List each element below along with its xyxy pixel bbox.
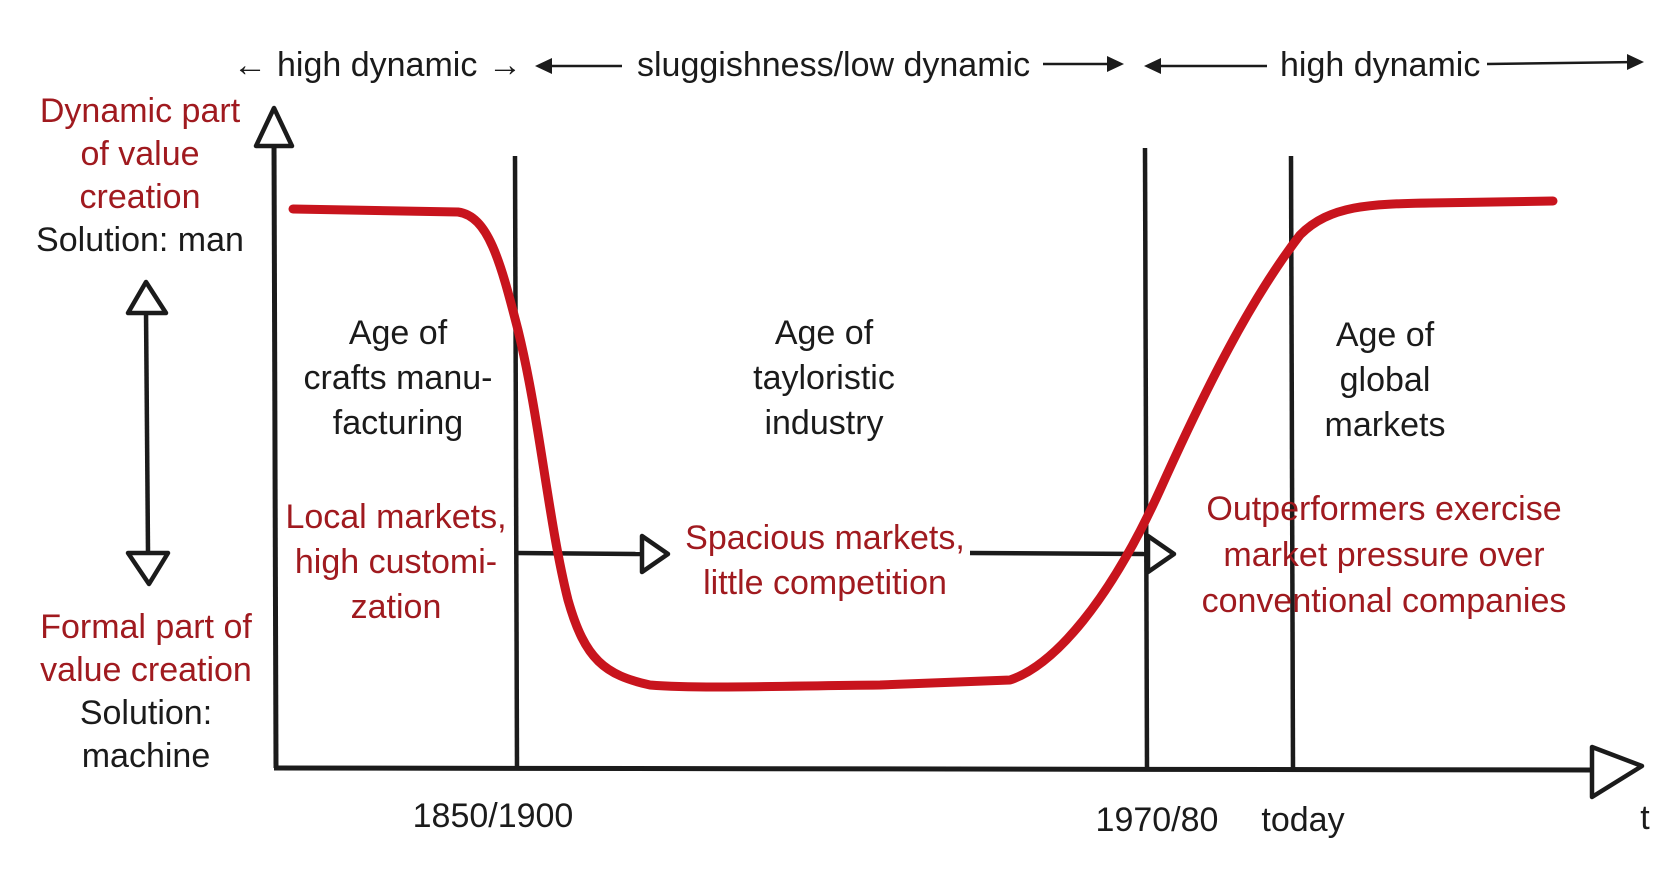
double-arrow-head-down: [125, 550, 171, 587]
x-axis-line: [273, 765, 1595, 773]
y-top-solution: Solution: man: [36, 221, 244, 259]
x-axis: [273, 744, 1645, 800]
age-global-line-1: Age of: [1336, 316, 1435, 354]
markets-spacious-line-2: little competition: [703, 564, 947, 602]
age-crafts-line-2: crafts manu-: [304, 359, 493, 397]
y-axis-bottom-label: Formal part of value creation Solution: …: [40, 608, 252, 775]
value-creation-curve: [288, 196, 1558, 692]
tick-today: today: [1261, 801, 1344, 839]
phase-middle-label: sluggishness/low dynamic: [637, 46, 1030, 84]
age-global-line-2: global: [1340, 361, 1431, 399]
phase-right-arrowhead-right: [1627, 54, 1644, 70]
phase-right-arrow-right: [1486, 60, 1639, 66]
markets-local-line-1: Local markets,: [285, 498, 506, 536]
x-axis-variable: t: [1640, 799, 1650, 837]
y-axis: [253, 105, 295, 769]
y-top-line-1: Dynamic part: [40, 92, 241, 130]
phase-middle-arrowhead-right: [1107, 56, 1124, 72]
markets-outperformers-line-3: conventional companies: [1202, 582, 1567, 620]
x-axis-arrowhead: [1589, 744, 1645, 800]
y-axis-arrowhead: [253, 105, 295, 149]
age-crafts-line-3: facturing: [333, 404, 463, 442]
tick-1850-1900: 1850/1900: [413, 797, 574, 835]
y-top-line-3: creation: [80, 178, 201, 216]
double-arrow-head-up: [125, 279, 169, 316]
y-bottom-line-1: Formal part of: [40, 608, 252, 646]
y-axis-top-label: Dynamic part of value creation Solution:…: [36, 92, 244, 259]
markets-outperformers-line-2: market pressure over: [1223, 536, 1544, 574]
age-global-line-3: markets: [1325, 406, 1446, 444]
phase-right-label: high dynamic: [1280, 46, 1480, 84]
markets-spacious: Spacious markets, little competition: [685, 519, 965, 602]
markets-outperformers-line-1: Outperformers exercise: [1206, 490, 1561, 528]
phase-header: ← high dynamic → sluggishness/low dynami…: [233, 46, 1644, 84]
y-bottom-solution-1: Solution:: [80, 694, 212, 732]
age-tayloristic-line-3: industry: [764, 404, 883, 442]
spacious-to-outperformers-arrow: [969, 550, 1149, 557]
y-axis-line: [271, 139, 279, 769]
markets-spacious-line-1: Spacious markets,: [685, 519, 965, 557]
dynamic-formal-arrow: [125, 279, 171, 587]
age-crafts-line-1: Age of: [349, 314, 448, 352]
markets-local-line-2: high customi-: [295, 543, 497, 581]
markets-local: Local markets, high customi- zation: [285, 498, 506, 626]
age-tayloristic-line-1: Age of: [775, 314, 874, 352]
y-bottom-solution-2: machine: [82, 737, 211, 775]
era-dividers: [512, 147, 1296, 771]
phase-right-arrowhead-left: [1144, 58, 1161, 74]
tick-1970-80: 1970/80: [1096, 801, 1219, 839]
phase-left-arrow-end: →: [488, 46, 522, 84]
double-arrow-shaft: [143, 309, 151, 553]
age-global: Age of global markets: [1325, 316, 1446, 444]
phase-left-label: high dynamic: [277, 46, 477, 84]
markets-outperformers: Outperformers exercise market pressure o…: [1202, 490, 1567, 620]
divider-today: [1288, 155, 1296, 771]
market-transition-arrows: [515, 533, 1177, 575]
age-crafts: Age of crafts manu- facturing: [304, 314, 493, 442]
phase-middle-arrowhead-left: [535, 58, 552, 74]
x-axis-ticks: 1850/1900 1970/80 today t: [413, 797, 1651, 839]
local-to-spacious-arrow: [515, 550, 643, 557]
markets-local-line-3: zation: [351, 588, 442, 626]
age-tayloristic: Age of tayloristic industry: [753, 314, 895, 442]
spacious-to-outperformers-arrowhead: [1145, 533, 1177, 575]
y-bottom-line-2: value creation: [40, 651, 252, 689]
divider-1850-1900: [512, 155, 520, 771]
local-to-spacious-arrowhead: [639, 533, 671, 575]
y-top-line-2: of value: [80, 135, 199, 173]
phase-left-arrow-start: ←: [233, 46, 267, 84]
age-tayloristic-line-2: tayloristic: [753, 359, 895, 397]
divider-1970-80: [1142, 147, 1150, 771]
